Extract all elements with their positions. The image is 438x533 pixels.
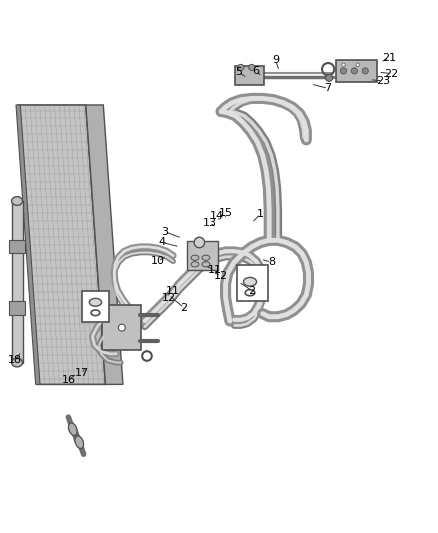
Text: 15: 15 (219, 208, 233, 218)
Circle shape (356, 63, 360, 67)
Ellipse shape (12, 197, 22, 205)
Bar (12, 201, 22, 362)
Ellipse shape (202, 262, 210, 267)
Circle shape (340, 68, 346, 74)
Circle shape (362, 68, 368, 74)
Text: 12: 12 (214, 271, 228, 281)
Text: 11: 11 (166, 286, 180, 295)
Text: 7: 7 (325, 83, 332, 93)
Text: 14: 14 (210, 211, 224, 221)
Text: 17: 17 (74, 368, 88, 378)
Text: 3: 3 (161, 227, 168, 237)
Polygon shape (86, 105, 123, 384)
Ellipse shape (12, 358, 22, 367)
Text: 2: 2 (180, 303, 187, 313)
Bar (10, 240, 25, 253)
Circle shape (351, 68, 357, 74)
FancyBboxPatch shape (187, 241, 218, 270)
Text: 6: 6 (253, 66, 260, 76)
Ellipse shape (191, 255, 199, 261)
Ellipse shape (202, 255, 210, 261)
Ellipse shape (244, 277, 257, 286)
Text: 8: 8 (268, 257, 275, 267)
Ellipse shape (191, 262, 199, 267)
Polygon shape (18, 105, 106, 384)
Ellipse shape (75, 436, 84, 449)
FancyBboxPatch shape (237, 265, 268, 301)
Text: 12: 12 (162, 293, 176, 303)
Text: 23: 23 (376, 76, 390, 86)
Circle shape (238, 64, 244, 70)
Text: 9: 9 (272, 55, 279, 66)
Bar (10, 302, 25, 314)
Circle shape (194, 237, 205, 248)
Text: 4: 4 (159, 238, 166, 247)
FancyBboxPatch shape (102, 305, 141, 350)
FancyBboxPatch shape (82, 292, 109, 322)
Circle shape (118, 324, 125, 331)
FancyBboxPatch shape (336, 60, 378, 82)
Ellipse shape (89, 298, 102, 306)
Ellipse shape (68, 423, 77, 435)
Text: 10: 10 (151, 256, 165, 266)
Circle shape (249, 64, 255, 70)
Text: 22: 22 (384, 69, 399, 78)
Text: 16: 16 (61, 375, 75, 385)
Text: 21: 21 (382, 53, 396, 63)
Polygon shape (16, 105, 40, 384)
Text: 5: 5 (235, 67, 242, 77)
Text: 1: 1 (257, 209, 264, 219)
Text: 13: 13 (202, 218, 216, 228)
Text: 11: 11 (208, 265, 222, 275)
Circle shape (342, 63, 345, 67)
Circle shape (325, 75, 332, 82)
Text: 2: 2 (248, 286, 255, 295)
Text: 18: 18 (7, 356, 22, 365)
FancyBboxPatch shape (235, 66, 264, 85)
